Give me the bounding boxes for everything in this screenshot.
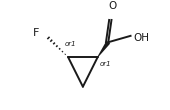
Text: or1: or1 xyxy=(64,41,76,47)
Text: or1: or1 xyxy=(99,61,111,67)
Text: O: O xyxy=(108,2,116,11)
Polygon shape xyxy=(97,41,110,57)
Text: F: F xyxy=(32,28,39,38)
Text: OH: OH xyxy=(133,33,149,43)
